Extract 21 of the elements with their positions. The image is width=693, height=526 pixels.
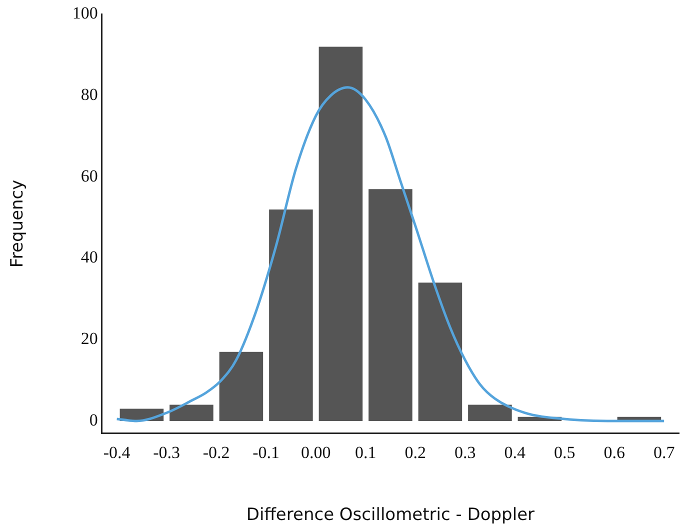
x-tick-label: -0.2 xyxy=(202,442,230,462)
x-tick-label: 0.5 xyxy=(554,442,576,462)
x-axis-title: Difference Oscillometric - Doppler xyxy=(246,505,535,526)
x-tick-label: -0.4 xyxy=(103,442,131,462)
x-tick-label: 0.3 xyxy=(454,442,476,462)
x-tick-label: 0.7 xyxy=(653,442,676,462)
x-tick-label: 0.1 xyxy=(354,442,376,462)
x-tick-label: -0.1 xyxy=(252,442,280,462)
line-series xyxy=(116,86,666,422)
x-tick-label: -0.3 xyxy=(153,442,180,462)
y-tick-label: 100 xyxy=(72,4,98,23)
x-tick-label: 0.4 xyxy=(504,442,526,462)
x-tick-label: 0.2 xyxy=(404,442,426,462)
y-tick-label: 40 xyxy=(80,248,98,267)
y-tick-label: 60 xyxy=(80,166,98,186)
y-tick-label: 20 xyxy=(80,329,98,348)
x-tick-label: 0.6 xyxy=(604,442,625,462)
x-tick-label: 0.00 xyxy=(300,442,331,462)
y-axis-title: Frequency xyxy=(8,180,28,268)
y-tick-label: 80 xyxy=(80,85,98,104)
y-tick-label: 0 xyxy=(89,410,98,430)
